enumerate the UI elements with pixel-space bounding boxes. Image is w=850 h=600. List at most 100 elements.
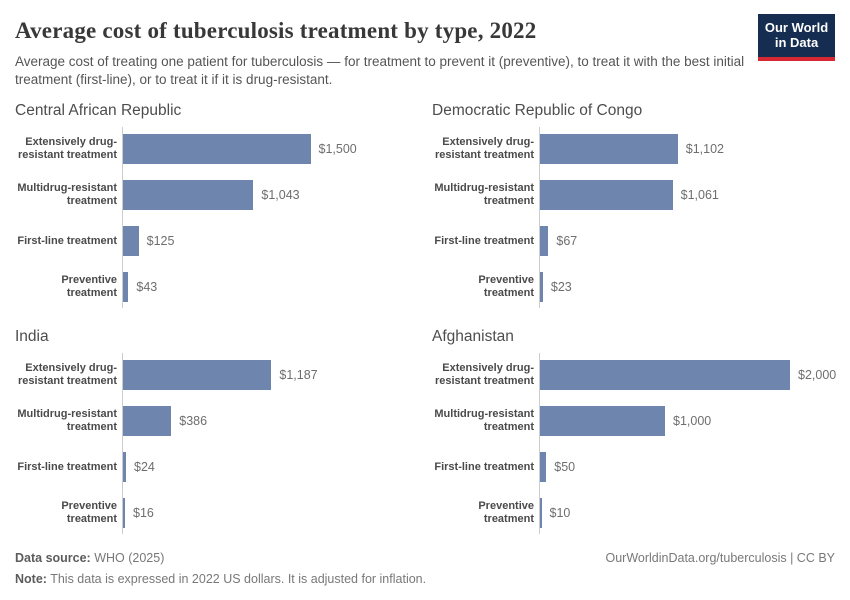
category-label: Extensively drug-resistant treatment: [17, 362, 117, 387]
bar[interactable]: [123, 360, 272, 390]
panel-democratic-republic-of-congo: Democratic Republic of Congo Extensively…: [432, 102, 835, 308]
panel-india: India Extensively drug-resistant treatme…: [15, 328, 418, 534]
owid-logo-line1: Our World: [764, 20, 829, 35]
value-label: $1,102: [685, 142, 724, 156]
category-label: First-line treatment: [17, 234, 117, 247]
bar[interactable]: [540, 406, 665, 436]
bar-wrap: $1,061: [539, 180, 719, 210]
bar-row: Multidrug-resistant treatment $386: [15, 406, 418, 436]
footer-note: Note: This data is expressed in 2022 US …: [15, 572, 835, 586]
header: Average cost of tuberculosis treatment b…: [15, 14, 835, 89]
bar-row: Preventive treatment $43: [15, 272, 418, 302]
bar-wrap: $50: [539, 452, 575, 482]
category-label: Extensively drug-resistant treatment: [434, 362, 534, 387]
bar-wrap: $1,102: [539, 134, 724, 164]
bar-row: Extensively drug-resistant treatment $1,1…: [15, 360, 418, 390]
chart-title: Average cost of tuberculosis treatment b…: [15, 18, 537, 43]
bar-wrap: $10: [539, 498, 570, 528]
category-label: Multidrug-resistant treatment: [434, 408, 534, 433]
bar-wrap: $1,500: [122, 134, 357, 164]
value-label: $50: [554, 460, 576, 474]
bar[interactable]: [540, 226, 549, 256]
bar[interactable]: [123, 406, 172, 436]
category-label: Preventive treatment: [478, 274, 534, 299]
category-label: First-line treatment: [17, 460, 117, 473]
data-source-value: WHO (2025): [90, 551, 165, 565]
panel-central-african-republic: Central African Republic Extensively dru…: [15, 102, 418, 308]
bar-wrap: $1,187: [122, 360, 318, 390]
bar-wrap: $1,043: [122, 180, 300, 210]
value-label: $2,000: [798, 368, 837, 382]
bar-row: Extensively drug-resistant treatment $1,5…: [15, 134, 418, 164]
panel-title: Democratic Republic of Congo: [432, 102, 643, 119]
bar-wrap: $386: [122, 406, 207, 436]
value-label: $16: [133, 506, 154, 520]
value-label: $1,061: [680, 188, 719, 202]
bar[interactable]: [540, 180, 673, 210]
category-label: Multidrug-resistant treatment: [17, 182, 117, 207]
owid-logo-line2: in Data: [774, 35, 819, 50]
small-multiples-grid: Central African Republic Extensively dru…: [15, 102, 836, 534]
value-label: $43: [136, 280, 158, 294]
bar-row: First-line treatment $67: [432, 226, 835, 256]
bar-row: Preventive treatment $23: [432, 272, 835, 302]
value-label: $1,043: [261, 188, 300, 202]
bar[interactable]: [123, 226, 139, 256]
bar-wrap: $67: [539, 226, 577, 256]
category-label: Extensively drug-resistant treatment: [17, 136, 117, 161]
category-label: Multidrug-resistant treatment: [434, 182, 534, 207]
bar-row: Multidrug-resistant treatment $1,000: [432, 406, 835, 436]
category-label: First-line treatment: [434, 460, 534, 473]
bar[interactable]: [540, 498, 542, 528]
footer: Data source: WHO (2025) OurWorldinData.o…: [15, 551, 835, 586]
category-label: Preventive treatment: [61, 500, 117, 525]
panel-afghanistan: Afghanistan Extensively drug-resistant t…: [432, 328, 836, 534]
panel-title: India: [15, 328, 49, 345]
bar-row: Extensively drug-resistant treatment $2,0…: [432, 360, 836, 390]
value-label: $1,500: [318, 142, 357, 156]
category-label: First-line treatment: [434, 234, 534, 247]
bar-wrap: $23: [539, 272, 572, 302]
category-label: Extensively drug-resistant treatment: [434, 136, 534, 161]
bar-row: First-line treatment $125: [15, 226, 418, 256]
value-label: $1,000: [673, 414, 712, 428]
y-axis-line: [539, 127, 540, 308]
bar[interactable]: [540, 134, 678, 164]
panel-plot: Extensively drug-resistant treatment $1,5…: [15, 127, 418, 308]
bar[interactable]: [540, 272, 543, 302]
bar[interactable]: [540, 360, 790, 390]
bar[interactable]: [123, 134, 311, 164]
bar-row: Multidrug-resistant treatment $1,061: [432, 180, 835, 210]
bar[interactable]: [123, 498, 125, 528]
owid-citation-link[interactable]: OurWorldinData.org/tuberculosis | CC BY: [605, 551, 836, 565]
bar[interactable]: [540, 452, 547, 482]
bar-row: Preventive treatment $16: [15, 498, 418, 528]
bar[interactable]: [123, 180, 254, 210]
bar-wrap: $125: [122, 226, 174, 256]
chart-subtitle: Average cost of treating one patient for…: [15, 54, 745, 87]
value-label: $125: [146, 234, 175, 248]
y-axis-line: [539, 353, 540, 534]
category-label: Preventive treatment: [61, 274, 117, 299]
owid-logo[interactable]: Our World in Data: [758, 14, 835, 61]
y-axis-line: [122, 353, 123, 534]
note-label: Note:: [15, 572, 47, 586]
panel-plot: Extensively drug-resistant treatment $1,1…: [432, 127, 835, 308]
category-label: Preventive treatment: [478, 500, 534, 525]
bar[interactable]: [123, 452, 126, 482]
value-label: $10: [549, 506, 571, 520]
bar[interactable]: [123, 272, 129, 302]
data-source: Data source: WHO (2025): [15, 551, 164, 565]
bar-row: First-line treatment $50: [432, 452, 835, 482]
value-label: $24: [134, 460, 155, 474]
bar-row: Preventive treatment $10: [432, 498, 835, 528]
category-label: Multidrug-resistant treatment: [17, 408, 117, 433]
bar-wrap: $2,000: [539, 360, 836, 390]
bar-row: Multidrug-resistant treatment $1,043: [15, 180, 418, 210]
bar-wrap: $24: [122, 452, 155, 482]
y-axis-line: [122, 127, 123, 308]
data-source-label: Data source:: [15, 551, 91, 565]
bar-row: Extensively drug-resistant treatment $1,1…: [432, 134, 835, 164]
bar-wrap: $43: [122, 272, 157, 302]
value-label: $1,187: [279, 368, 318, 382]
